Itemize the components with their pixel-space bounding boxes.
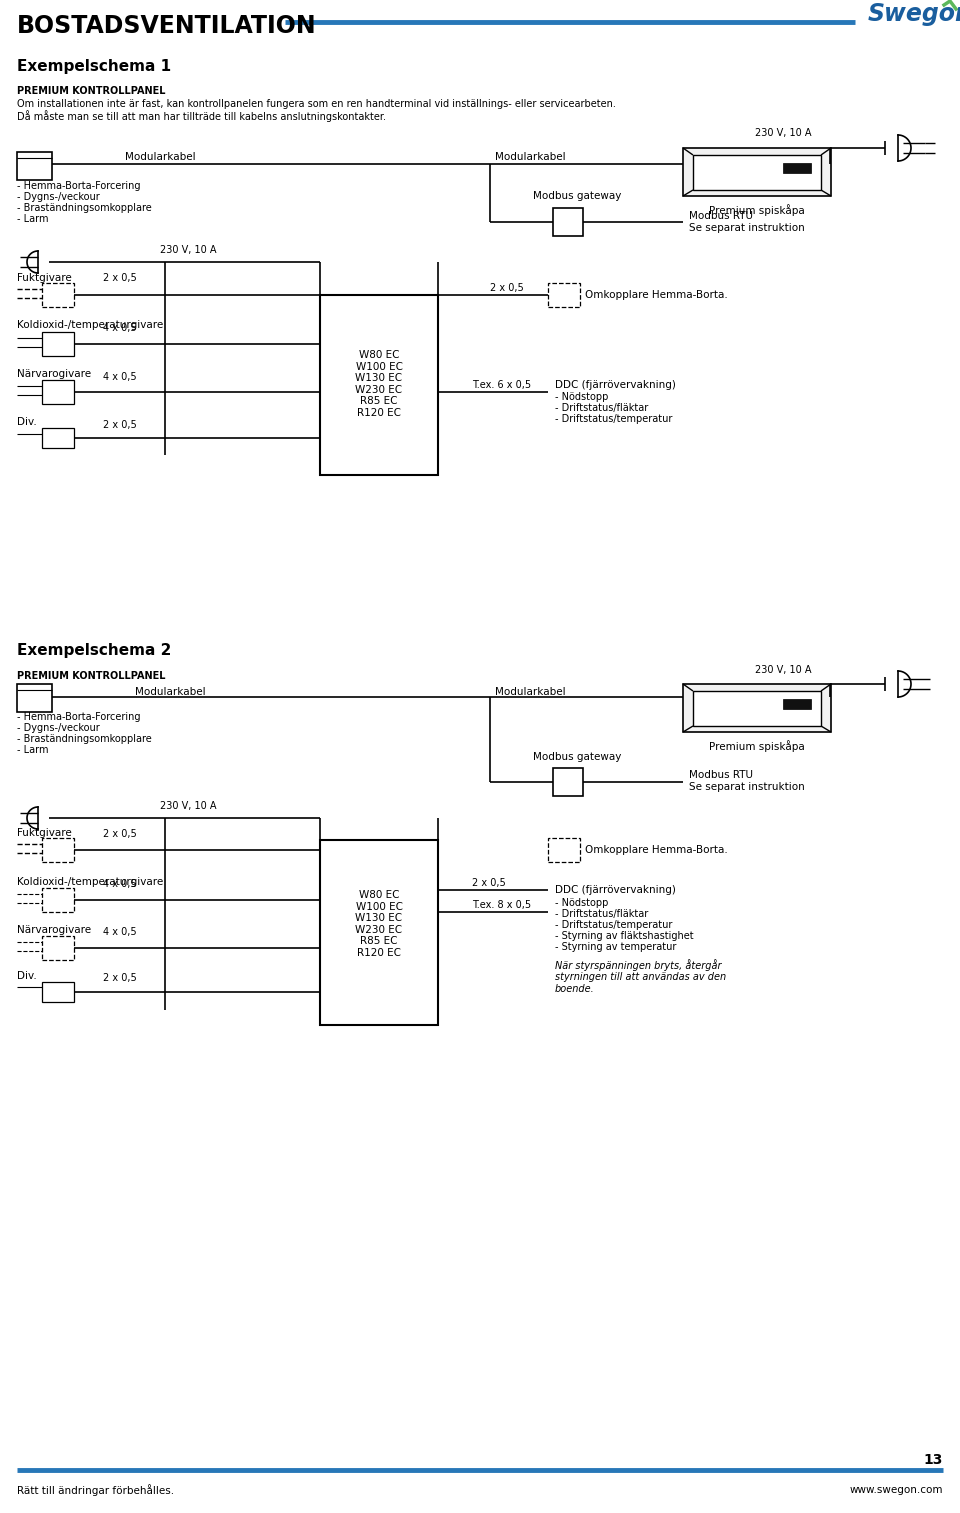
Text: PREMIUM KONTROLLPANEL: PREMIUM KONTROLLPANEL [17,670,165,681]
Text: BOSTADSVENTILATION: BOSTADSVENTILATION [17,14,317,38]
Text: När styrspänningen bryts, återgår: När styrspänningen bryts, återgår [555,959,722,971]
Text: Koldioxid-/temperaturgivare: Koldioxid-/temperaturgivare [17,878,163,887]
Text: 230 V, 10 A: 230 V, 10 A [755,666,811,675]
Text: Modularkabel: Modularkabel [134,687,205,697]
Bar [693,691,821,726]
Text: - Hemma-Borta-Forcering: - Hemma-Borta-Forcering [17,182,140,191]
Bar [783,163,811,172]
Bar [42,888,74,912]
Text: DDC (fjärrövervakning): DDC (fjärrövervakning) [555,885,676,896]
Text: Modularkabel: Modularkabel [125,151,195,162]
Text: 230 V, 10 A: 230 V, 10 A [160,800,217,811]
Text: 4 x 0,5: 4 x 0,5 [103,927,136,937]
Text: - Nödstopp: - Nödstopp [555,392,609,402]
Bar [548,838,580,862]
Text: www.swegon.com: www.swegon.com [850,1484,943,1495]
Text: styrningen till att användas av den: styrningen till att användas av den [555,971,726,982]
Text: 4 x 0,5: 4 x 0,5 [103,322,136,333]
Bar [683,148,831,197]
Text: 4 x 0,5: 4 x 0,5 [103,372,136,381]
Text: Modularkabel: Modularkabel [494,151,565,162]
Text: - Dygns-/veckour: - Dygns-/veckour [17,723,100,732]
Bar [42,428,74,448]
Text: - Driftstatus/temperatur: - Driftstatus/temperatur [555,415,672,424]
Text: Exempelschema 1: Exempelschema 1 [17,59,171,74]
Bar [17,151,52,180]
Text: - Driftstatus/fläktar: - Driftstatus/fläktar [555,402,648,413]
Text: - Nödstopp: - Nödstopp [555,899,609,908]
Text: 4 x 0,5: 4 x 0,5 [103,879,136,890]
Text: 230 V, 10 A: 230 V, 10 A [755,129,811,138]
Text: Koldioxid-/temperaturgivare: Koldioxid-/temperaturgivare [17,321,163,330]
Text: - Braständningsomkopplare: - Braständningsomkopplare [17,203,152,213]
Text: Fuktgivare: Fuktgivare [17,828,72,838]
Text: Premium spiskåpa: Premium spiskåpa [709,204,804,216]
Text: - Driftstatus/temperatur: - Driftstatus/temperatur [555,920,672,930]
Text: 230 V, 10 A: 230 V, 10 A [160,245,217,256]
Bar [17,684,52,713]
Text: Närvarogivare: Närvarogivare [17,369,91,378]
Text: - Styrning av temperatur: - Styrning av temperatur [555,943,677,952]
Text: Omkopplare Hemma-Borta.: Omkopplare Hemma-Borta. [585,290,728,300]
Bar [548,283,580,307]
Text: boende.: boende. [555,983,595,994]
Text: 2 x 0,5: 2 x 0,5 [103,421,136,430]
Text: Exempelschema 2: Exempelschema 2 [17,643,172,658]
Text: Se separat instruktion: Se separat instruktion [689,782,804,791]
Text: Modbus gateway: Modbus gateway [533,191,621,201]
Text: W80 EC
W100 EC
W130 EC
W230 EC
R85 EC
R120 EC: W80 EC W100 EC W130 EC W230 EC R85 EC R1… [355,890,402,958]
Text: 2 x 0,5: 2 x 0,5 [472,878,506,888]
Text: PREMIUM KONTROLLPANEL: PREMIUM KONTROLLPANEL [17,86,165,95]
Text: - Braständningsomkopplare: - Braständningsomkopplare [17,734,152,744]
Text: Då måste man se till att man har tillträde till kabelns anslutningskontakter.: Då måste man se till att man har tillträ… [17,110,386,123]
Text: Swegon: Swegon [868,2,960,26]
Bar [42,937,74,961]
Text: 13: 13 [924,1452,943,1468]
Text: Närvarogivare: Närvarogivare [17,924,91,935]
Text: - Driftstatus/fläktar: - Driftstatus/fläktar [555,909,648,918]
Text: Rätt till ändringar förbehålles.: Rätt till ändringar förbehålles. [17,1484,174,1496]
Text: - Styrning av fläktshastighet: - Styrning av fläktshastighet [555,930,694,941]
Text: - Larm: - Larm [17,213,49,224]
Bar [683,684,831,732]
Bar [42,982,74,1002]
Text: Om installationen inte är fast, kan kontrollpanelen fungera som en ren handtermi: Om installationen inte är fast, kan kont… [17,98,616,109]
Text: Modularkabel: Modularkabel [494,687,565,697]
Text: 2 x 0,5: 2 x 0,5 [103,829,136,840]
Text: 2 x 0,5: 2 x 0,5 [103,272,136,283]
Text: Div.: Div. [17,971,36,980]
Bar [42,380,74,404]
Bar [42,283,74,307]
Text: - Hemma-Borta-Forcering: - Hemma-Borta-Forcering [17,713,140,722]
Bar [693,154,821,191]
Bar [553,207,583,236]
Text: - Larm: - Larm [17,744,49,755]
Text: DDC (fjärrövervakning): DDC (fjärrövervakning) [555,380,676,390]
Text: Se separat instruktion: Se separat instruktion [689,222,804,233]
Bar [42,838,74,862]
Bar [42,331,74,356]
Text: 2 x 0,5: 2 x 0,5 [103,973,136,983]
Text: 2 x 0,5: 2 x 0,5 [490,283,524,294]
Bar [320,295,438,475]
Bar [783,699,811,710]
Text: Modbus RTU: Modbus RTU [689,210,753,221]
Text: T.ex. 8 x 0,5: T.ex. 8 x 0,5 [472,900,531,909]
Text: Omkopplare Hemma-Borta.: Omkopplare Hemma-Borta. [585,844,728,855]
Text: Modbus gateway: Modbus gateway [533,752,621,763]
Bar [553,769,583,796]
Text: Fuktgivare: Fuktgivare [17,272,72,283]
Text: Div.: Div. [17,418,36,427]
Text: - Dygns-/veckour: - Dygns-/veckour [17,192,100,203]
Text: Premium spiskåpa: Premium spiskåpa [709,740,804,752]
Text: Modbus RTU: Modbus RTU [689,770,753,781]
Text: W80 EC
W100 EC
W130 EC
W230 EC
R85 EC
R120 EC: W80 EC W100 EC W130 EC W230 EC R85 EC R1… [355,350,402,418]
Text: T.ex. 6 x 0,5: T.ex. 6 x 0,5 [472,380,531,390]
Bar [320,840,438,1024]
